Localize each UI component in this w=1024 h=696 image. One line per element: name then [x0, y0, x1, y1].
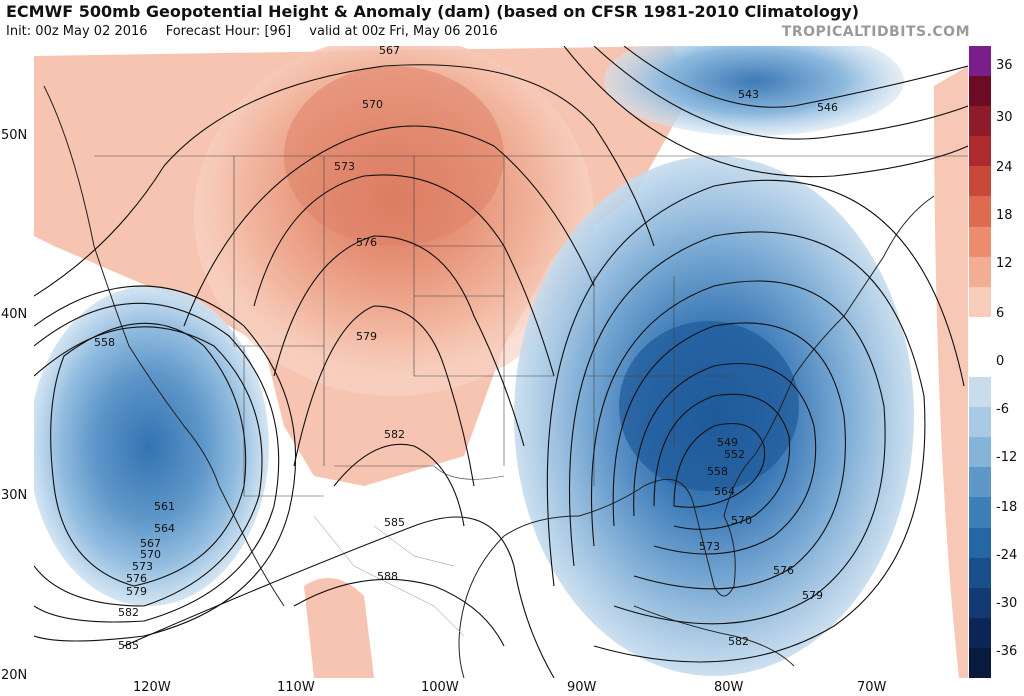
contour-label: 552 [724, 448, 745, 461]
colorbar-label: -12 [996, 450, 1018, 465]
contour-label: 576 [356, 236, 377, 249]
contour-label: 558 [94, 336, 115, 349]
contour-label: 576 [773, 564, 794, 577]
contour-label: 579 [802, 589, 823, 602]
contour-label: 573 [699, 540, 720, 553]
contour-label: 546 [817, 101, 838, 114]
lat-label: 50N [1, 128, 28, 143]
colorbar-segment [969, 647, 991, 678]
contour-label: 567 [379, 46, 400, 57]
lon-label: 80W [714, 680, 744, 695]
colorbar-segment [969, 617, 991, 648]
contour-label: 564 [154, 522, 175, 535]
colorbar-segment [969, 136, 991, 167]
lon-label: 120W [133, 680, 171, 695]
colorbar-label: 0 [996, 354, 1005, 369]
colorbar-segment [969, 76, 991, 107]
contour-label: 543 [738, 88, 759, 101]
lon-label: 100W [421, 680, 459, 695]
lon-label: 90W [567, 680, 597, 695]
contour-label: 582 [728, 635, 749, 648]
contour-label: 582 [118, 606, 139, 619]
colorbar-label: 24 [996, 160, 1013, 175]
lat-label: 40N [1, 307, 28, 322]
contour-label: 579 [126, 585, 147, 598]
colorbar-segment [969, 226, 991, 257]
colorbar-segment [969, 587, 991, 618]
lat-label: 20N [1, 668, 28, 683]
contour-label: 558 [707, 465, 728, 478]
colorbar-segment [969, 377, 991, 408]
lon-label: 70W [857, 680, 887, 695]
contour-label: 561 [154, 500, 175, 513]
contour-label: 576 [126, 572, 147, 585]
colorbar-segment [969, 346, 991, 378]
colorbar-label: -30 [996, 596, 1018, 611]
colorbar-label: -18 [996, 500, 1018, 515]
anomaly-map: 567 570 573 576 579 582 585 588 543 546 … [29, 26, 994, 679]
colorbar-segment [969, 407, 991, 438]
colorbar-segment [969, 286, 991, 317]
colorbar-label: 6 [996, 306, 1005, 321]
contour-label: 573 [132, 560, 153, 573]
colorbar-segment [969, 256, 991, 287]
map-subtitle: Init: 00z May 02 2016 Forecast Hour: [96… [6, 24, 512, 39]
colorbar-segment [969, 196, 991, 227]
colorbar-label: 12 [996, 256, 1013, 271]
colorbar-label: 30 [996, 110, 1013, 125]
colorbar-label: 36 [996, 58, 1013, 73]
colorbar-segment [969, 557, 991, 588]
contour-label: 570 [140, 548, 161, 561]
contour-label: 570 [731, 514, 752, 527]
forecast-hour: Forecast Hour: [96] [165, 24, 292, 39]
colorbar-segment [969, 46, 991, 77]
brand-watermark: TROPICALTIDBITS.COM [781, 24, 970, 40]
valid-time: valid at 00z Fri, May 06 2016 [309, 24, 498, 39]
lon-label: 110W [277, 680, 315, 695]
colorbar-label: -6 [996, 402, 1009, 417]
colorbar-segment [969, 316, 991, 347]
contour-label: 585 [384, 516, 405, 529]
colorbar-segment [969, 106, 991, 137]
coastlines [43, 85, 935, 679]
contour-label: 582 [384, 428, 405, 441]
map-panel: 567 570 573 576 579 582 585 588 543 546 … [29, 26, 994, 679]
contour-label: 567 [140, 537, 161, 550]
map-title: ECMWF 500mb Geopotential Height & Anomal… [6, 2, 860, 21]
colorbar-segment [969, 527, 991, 558]
contour-labels: 567 570 573 576 579 582 585 588 543 546 … [94, 44, 838, 652]
contour-label: 549 [717, 436, 738, 449]
contour-label: 585 [118, 639, 139, 652]
colorbar-segment [969, 467, 991, 498]
init-time: Init: 00z May 02 2016 [6, 24, 148, 39]
colorbar-label: -36 [996, 644, 1018, 659]
colorbar-segment [969, 497, 991, 528]
height-contours [33, 45, 969, 679]
contour-label: 564 [714, 485, 735, 498]
contour-label: 579 [356, 330, 377, 343]
colorbar-segment [969, 437, 991, 468]
contour-label: 570 [362, 98, 383, 111]
anomaly-colorbar [969, 46, 991, 678]
colorbar-segment [969, 166, 991, 197]
colorbar-label: -24 [996, 548, 1018, 563]
contour-label: 588 [377, 570, 398, 583]
colorbar-label: 18 [996, 208, 1013, 223]
lat-label: 30N [1, 488, 28, 503]
state-borders [94, 155, 994, 497]
contour-label: 573 [334, 160, 355, 173]
